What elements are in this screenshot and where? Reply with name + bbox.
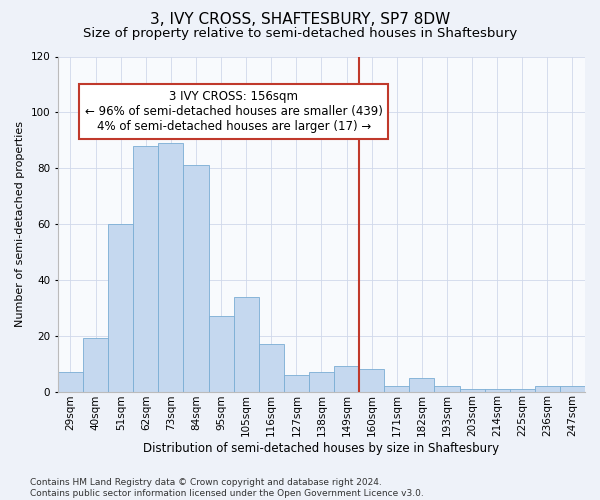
- Bar: [184, 166, 209, 392]
- Bar: [460, 388, 485, 392]
- X-axis label: Distribution of semi-detached houses by size in Shaftesbury: Distribution of semi-detached houses by …: [143, 442, 500, 455]
- Bar: [384, 386, 409, 392]
- Bar: [409, 378, 434, 392]
- Bar: [83, 338, 108, 392]
- Text: Contains HM Land Registry data © Crown copyright and database right 2024.
Contai: Contains HM Land Registry data © Crown c…: [30, 478, 424, 498]
- Bar: [434, 386, 460, 392]
- Text: 3 IVY CROSS: 156sqm
← 96% of semi-detached houses are smaller (439)
4% of semi-d: 3 IVY CROSS: 156sqm ← 96% of semi-detach…: [85, 90, 383, 133]
- Bar: [233, 296, 259, 392]
- Bar: [485, 388, 510, 392]
- Bar: [359, 369, 384, 392]
- Bar: [309, 372, 334, 392]
- Bar: [133, 146, 158, 392]
- Bar: [284, 375, 309, 392]
- Bar: [58, 372, 83, 392]
- Bar: [158, 143, 184, 392]
- Bar: [259, 344, 284, 392]
- Bar: [108, 224, 133, 392]
- Bar: [535, 386, 560, 392]
- Text: Size of property relative to semi-detached houses in Shaftesbury: Size of property relative to semi-detach…: [83, 28, 517, 40]
- Bar: [334, 366, 359, 392]
- Bar: [209, 316, 233, 392]
- Bar: [510, 388, 535, 392]
- Text: 3, IVY CROSS, SHAFTESBURY, SP7 8DW: 3, IVY CROSS, SHAFTESBURY, SP7 8DW: [150, 12, 450, 28]
- Bar: [560, 386, 585, 392]
- Y-axis label: Number of semi-detached properties: Number of semi-detached properties: [15, 121, 25, 327]
